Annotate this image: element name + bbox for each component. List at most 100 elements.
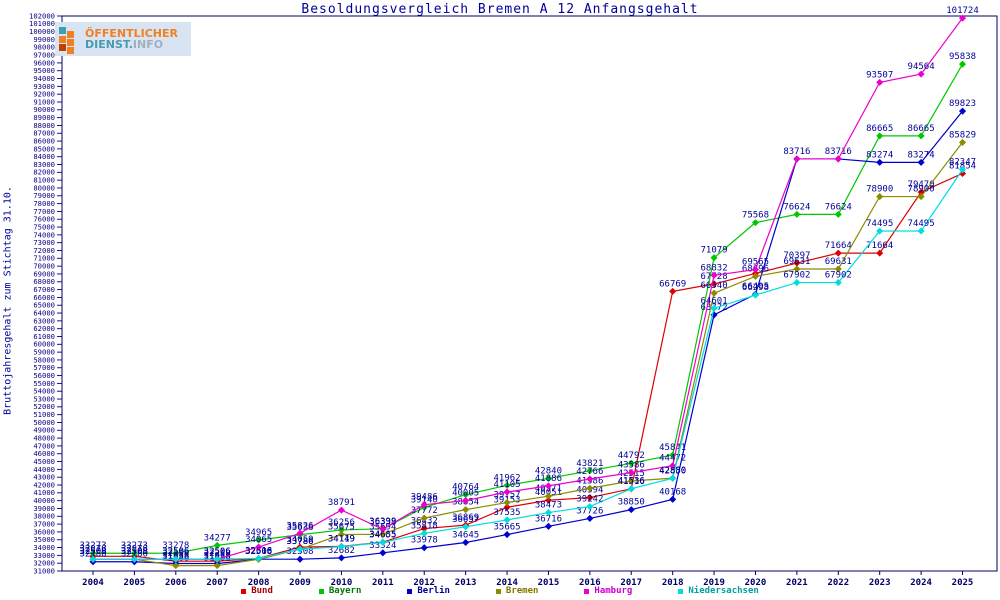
y-tick-label: 84000 bbox=[33, 152, 55, 161]
data-point-label: 34277 bbox=[204, 533, 231, 543]
plot-area-border bbox=[61, 15, 998, 572]
y-tick-label: 88000 bbox=[33, 121, 55, 130]
y-tick-label: 73000 bbox=[33, 238, 55, 247]
data-point-label: 82347 bbox=[949, 158, 976, 168]
y-tick-label: 66000 bbox=[33, 293, 55, 302]
y-tick-label: 95000 bbox=[33, 66, 55, 75]
y-tick-label: 74000 bbox=[33, 230, 55, 239]
data-point-label: 41536 bbox=[618, 477, 645, 487]
logo-square-icon bbox=[67, 31, 74, 38]
data-point-label: 39757 bbox=[494, 491, 521, 501]
legend-item-hamburg: Hamburg bbox=[584, 586, 632, 596]
data-point-marker bbox=[669, 474, 677, 482]
x-tick-label: 2024 bbox=[910, 578, 932, 588]
data-point-marker bbox=[793, 259, 801, 267]
data-point-label: 69631 bbox=[783, 257, 810, 267]
logo-square-icon bbox=[67, 47, 74, 54]
data-point-marker bbox=[751, 219, 760, 227]
legend-label: Berlin bbox=[417, 586, 450, 596]
data-point-label: 42880 bbox=[659, 466, 686, 476]
y-tick-label: 75000 bbox=[33, 222, 55, 231]
y-axis: 3100032000330003400035000360003700038000… bbox=[29, 11, 62, 575]
data-point-marker bbox=[627, 477, 635, 485]
data-point-marker bbox=[710, 271, 718, 279]
data-point-marker bbox=[379, 525, 387, 533]
y-tick-label: 91000 bbox=[33, 97, 55, 106]
legend-marker-icon bbox=[495, 588, 501, 594]
series-berlin: 3218632186319583195832508325083268233324… bbox=[79, 99, 976, 568]
data-point-label: 95838 bbox=[949, 52, 976, 62]
x-tick-label: 2014 bbox=[496, 578, 518, 588]
data-point-label: 74495 bbox=[866, 219, 893, 229]
data-point-marker bbox=[834, 210, 842, 218]
y-tick-label: 77000 bbox=[33, 207, 55, 216]
data-point-marker bbox=[586, 475, 594, 483]
legend-item-berlin: Berlin bbox=[407, 586, 450, 596]
y-tick-label: 33000 bbox=[33, 551, 55, 560]
data-point-label: 34059 bbox=[286, 535, 313, 545]
data-point-label: 89823 bbox=[949, 99, 976, 109]
data-point-marker bbox=[917, 70, 925, 78]
legend-label: Bayern bbox=[328, 586, 362, 596]
data-point-label: 40005 bbox=[452, 489, 479, 499]
data-point-label: 74495 bbox=[908, 219, 935, 229]
y-tick-label: 59000 bbox=[33, 348, 55, 357]
data-point-marker bbox=[337, 526, 345, 534]
data-point-label: 42766 bbox=[576, 467, 603, 477]
data-point-label: 32506 bbox=[162, 547, 189, 557]
y-tick-label: 86000 bbox=[33, 136, 55, 145]
data-point-label: 34119 bbox=[328, 535, 355, 545]
series-line bbox=[93, 110, 963, 565]
data-point-label: 39486 bbox=[411, 493, 438, 503]
data-point-label: 33786 bbox=[286, 537, 313, 547]
y-tick-label: 82000 bbox=[33, 168, 55, 177]
x-tick-label: 2005 bbox=[124, 578, 146, 588]
y-tick-label: 101000 bbox=[29, 19, 55, 28]
y-tick-label: 64000 bbox=[33, 308, 55, 317]
data-point-marker bbox=[172, 562, 180, 570]
y-tick-label: 63000 bbox=[33, 316, 55, 325]
data-point-label: 34065 bbox=[245, 535, 272, 545]
data-point-label: 69565 bbox=[742, 258, 769, 268]
data-point-marker bbox=[420, 501, 428, 509]
x-tick-label: 2008 bbox=[248, 578, 270, 588]
x-axis: 2004 2005 2006 2007 2008 2009 2010 2011 2012 2013… bbox=[82, 571, 973, 588]
data-point-marker bbox=[834, 265, 842, 273]
y-tick-label: 56000 bbox=[33, 371, 55, 380]
data-point-label: 35675 bbox=[328, 522, 355, 532]
y-tick-label: 38000 bbox=[33, 512, 55, 521]
data-point-label: 35636 bbox=[286, 523, 313, 533]
y-tick-label: 92000 bbox=[33, 90, 55, 99]
data-point-marker bbox=[213, 541, 221, 549]
data-point-label: 42840 bbox=[535, 466, 562, 476]
y-tick-label: 98000 bbox=[33, 43, 55, 52]
data-point-marker bbox=[876, 249, 884, 257]
logo-square-icon bbox=[59, 44, 66, 51]
data-point-marker bbox=[379, 538, 387, 546]
data-point-label: 42850 bbox=[659, 466, 686, 476]
series-bayern: 33273 33273 33278 34277 34965 35636 36256 36399… bbox=[79, 52, 976, 557]
legend-marker-icon bbox=[407, 588, 413, 594]
logo-line1: ÖFFENTLICHER bbox=[85, 27, 178, 40]
data-point-marker bbox=[876, 132, 884, 140]
data-point-marker bbox=[503, 488, 511, 496]
data-point-marker bbox=[710, 304, 718, 312]
y-tick-label: 55000 bbox=[33, 379, 55, 388]
x-tick-label: 2006 bbox=[165, 578, 187, 588]
data-point-marker bbox=[669, 287, 677, 295]
data-point-marker bbox=[503, 499, 511, 507]
chart-legend: Bund Bayern Berlin Bremen Hamburg Niedersachs… bbox=[0, 586, 1000, 596]
y-tick-label: 65000 bbox=[33, 301, 55, 310]
legend-marker-icon bbox=[678, 588, 684, 594]
y-tick-label: 72000 bbox=[33, 246, 55, 255]
data-point-marker bbox=[337, 506, 345, 514]
data-point-marker bbox=[586, 514, 594, 522]
data-point-label: 44792 bbox=[618, 451, 645, 461]
data-point-marker bbox=[544, 509, 552, 517]
x-tick-label: 2022 bbox=[827, 578, 849, 588]
data-point-label: 36338 bbox=[369, 517, 396, 527]
y-tick-label: 46000 bbox=[33, 449, 55, 458]
logo-line2-dienst: DIENST. bbox=[85, 38, 133, 51]
legend-label: Niedersachsen bbox=[688, 586, 759, 596]
